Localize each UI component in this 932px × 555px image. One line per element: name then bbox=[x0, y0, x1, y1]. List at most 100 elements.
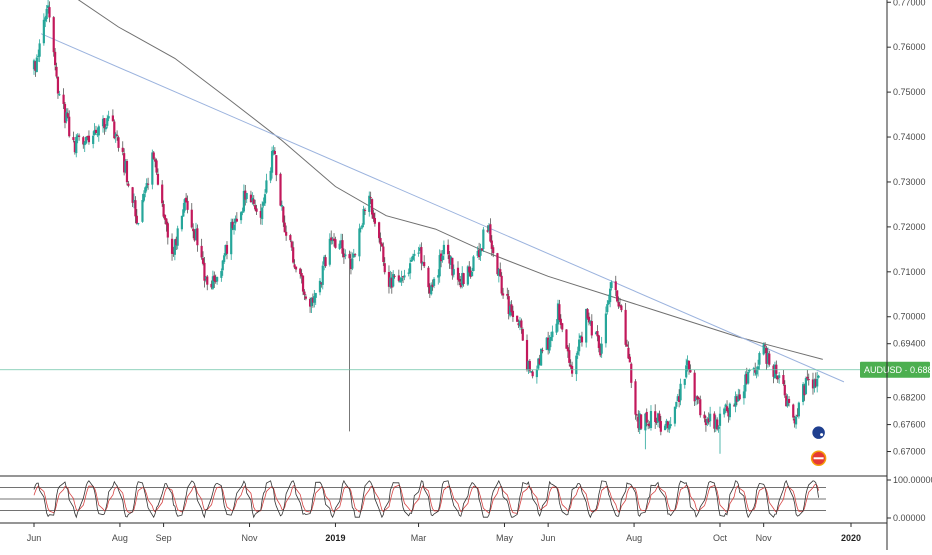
candle bbox=[644, 412, 647, 450]
candle-body bbox=[431, 284, 434, 287]
candle bbox=[724, 403, 727, 413]
candle-body bbox=[448, 255, 451, 264]
candle-body bbox=[292, 247, 295, 263]
candle-body bbox=[104, 126, 107, 130]
candle bbox=[418, 244, 422, 254]
candle bbox=[328, 233, 331, 267]
candle-body bbox=[656, 413, 660, 423]
candle bbox=[699, 395, 702, 418]
candle bbox=[462, 272, 465, 287]
candle-body bbox=[232, 224, 236, 230]
candle-body bbox=[614, 281, 617, 291]
candle-body bbox=[645, 411, 648, 423]
candle-body bbox=[458, 278, 461, 282]
candle bbox=[487, 223, 491, 234]
candle-body bbox=[675, 401, 678, 407]
candle bbox=[155, 158, 158, 175]
candle-body bbox=[204, 276, 207, 279]
time-tick-label: Aug bbox=[112, 533, 128, 543]
candle-body bbox=[399, 280, 402, 283]
candle-body bbox=[778, 375, 781, 378]
candle-body bbox=[655, 421, 658, 423]
candle bbox=[704, 415, 708, 432]
candle bbox=[239, 211, 243, 224]
candle-body bbox=[125, 160, 129, 183]
candle-body bbox=[123, 153, 126, 173]
candle bbox=[569, 359, 572, 369]
candle-body bbox=[134, 200, 137, 217]
candle bbox=[213, 271, 216, 288]
candle bbox=[506, 287, 509, 300]
candle-body bbox=[221, 260, 224, 271]
candle bbox=[58, 90, 61, 97]
candle bbox=[427, 266, 430, 294]
candle bbox=[214, 274, 217, 284]
candle bbox=[399, 276, 402, 283]
candle bbox=[441, 250, 444, 263]
candle-body bbox=[617, 302, 620, 307]
candle-body bbox=[62, 94, 65, 104]
candle bbox=[658, 410, 661, 429]
candle-body bbox=[373, 217, 376, 224]
candle-body bbox=[203, 262, 206, 281]
candle-body bbox=[479, 249, 482, 256]
candle bbox=[430, 282, 433, 296]
candle bbox=[221, 259, 224, 276]
candle-body bbox=[83, 141, 86, 146]
price-tick-label: 0.70000 bbox=[893, 312, 926, 322]
candle bbox=[431, 279, 434, 291]
candle-body bbox=[413, 253, 416, 256]
time-tick-label: Sep bbox=[156, 533, 172, 543]
candle bbox=[480, 248, 484, 252]
candle-body bbox=[96, 134, 99, 136]
candle bbox=[263, 189, 267, 206]
candle bbox=[270, 146, 274, 179]
candle-body bbox=[334, 239, 337, 248]
candle-body bbox=[783, 384, 786, 396]
candle bbox=[501, 287, 505, 299]
candle bbox=[675, 401, 678, 409]
candle bbox=[111, 109, 114, 122]
candle-body bbox=[686, 360, 689, 365]
candle bbox=[65, 108, 68, 124]
candle bbox=[627, 341, 630, 359]
candle bbox=[211, 270, 214, 290]
candle-body bbox=[509, 306, 512, 316]
candle-body bbox=[344, 254, 347, 257]
candle-body bbox=[547, 337, 550, 350]
candle bbox=[216, 276, 219, 285]
candle-body bbox=[418, 247, 422, 251]
price-tick-label: 0.71000 bbox=[893, 267, 926, 277]
price-tick-label: 0.72000 bbox=[893, 222, 926, 232]
candle-body bbox=[270, 151, 274, 173]
candle-body bbox=[82, 137, 85, 145]
candle bbox=[679, 378, 682, 406]
candle-body bbox=[239, 212, 243, 221]
candle bbox=[387, 265, 391, 294]
candle-body bbox=[313, 296, 316, 303]
candle-body bbox=[776, 375, 779, 380]
candle-body bbox=[668, 424, 671, 430]
candle bbox=[742, 384, 746, 405]
candle-body bbox=[34, 61, 37, 71]
candle bbox=[586, 308, 589, 320]
candle bbox=[132, 193, 136, 209]
price-tick-label: 0.73000 bbox=[893, 177, 926, 187]
candle-body bbox=[579, 335, 582, 338]
candle bbox=[192, 223, 195, 239]
candle-body bbox=[578, 339, 581, 352]
candle-body bbox=[280, 205, 284, 207]
candle-body bbox=[451, 257, 454, 276]
candle-body bbox=[659, 421, 662, 432]
candle-body bbox=[673, 406, 677, 424]
candle bbox=[579, 335, 582, 344]
candle bbox=[368, 191, 371, 217]
candle-body bbox=[545, 337, 548, 350]
candle-body bbox=[94, 129, 98, 133]
candle bbox=[549, 331, 553, 348]
candle-body bbox=[452, 269, 455, 275]
candle bbox=[313, 290, 316, 308]
candle bbox=[242, 184, 245, 213]
